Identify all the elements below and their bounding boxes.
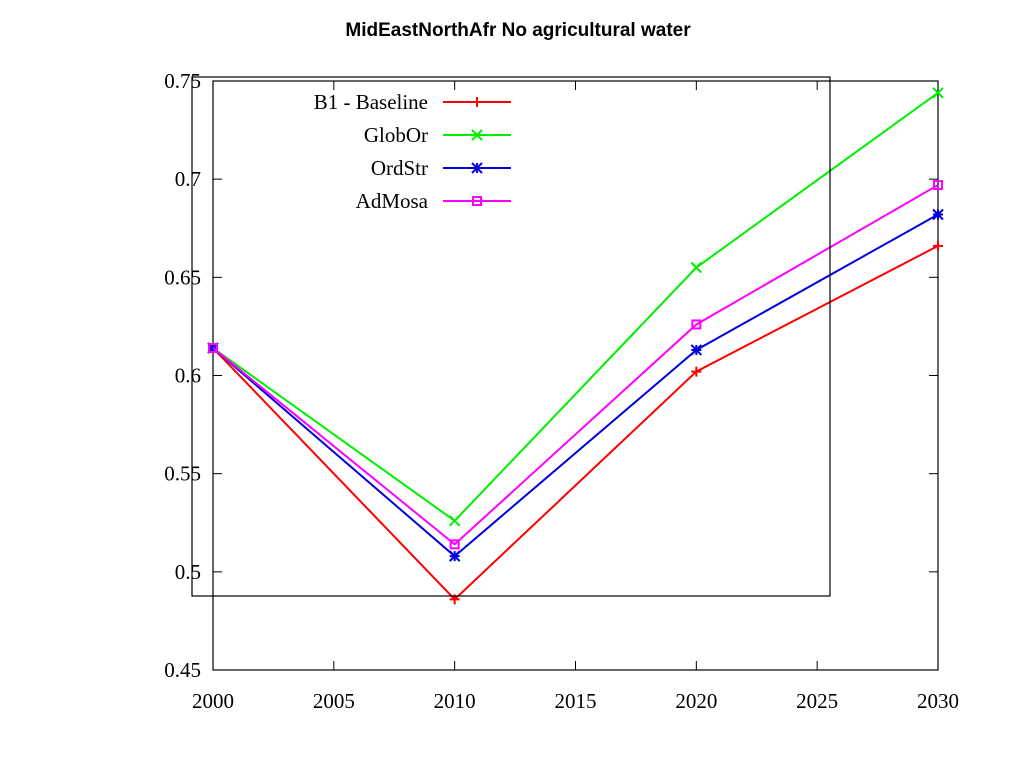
y-tick-label: 0.5	[175, 560, 201, 584]
x-tick-label: 2010	[434, 689, 476, 713]
data-point	[448, 550, 461, 562]
legend-marker	[472, 196, 482, 206]
axes: 0.45 0.5 0.55 0.6 0.65 0.7 0.75 2000 2005 2010 201…	[164, 69, 959, 713]
y-tick-label: 0.65	[164, 265, 201, 289]
y-tick-label: 0.55	[164, 462, 201, 486]
legend-marker	[472, 97, 482, 107]
legend-label: AdMosa	[356, 189, 429, 213]
x-tick-label: 2005	[313, 689, 355, 713]
series-3	[207, 208, 944, 562]
x-tick-label: 2020	[675, 689, 717, 713]
legend-label: OrdStr	[371, 156, 428, 180]
x-tick-label: 2000	[192, 689, 234, 713]
data-point	[932, 208, 944, 221]
x-tick-label: 2030	[917, 689, 959, 713]
legend-label: B1 - Baseline	[314, 90, 428, 114]
y-tick-label: 0.45	[164, 658, 201, 682]
data-point	[449, 539, 460, 550]
data-point	[691, 319, 702, 330]
series-4	[208, 180, 943, 550]
legend-box	[191, 76, 831, 597]
legend-marker	[471, 162, 483, 174]
chart-title: MidEastNorthAfr No agricultural water	[345, 20, 691, 41]
data-point	[448, 515, 461, 527]
data-point	[690, 344, 703, 356]
x-tick-label: 2015	[555, 689, 597, 713]
data-point	[690, 261, 703, 274]
data-point	[933, 180, 943, 191]
legend: B1 - Baseline GlobOr OrdStr AdMosa	[191, 76, 831, 597]
y-tick-label: 0.6	[175, 364, 201, 388]
data-point	[691, 366, 702, 377]
y-tick-label: 0.7	[175, 167, 201, 191]
y-tick-label: 0.75	[164, 69, 201, 93]
series-lines	[207, 87, 944, 605]
series-line	[212, 91, 939, 523]
series-line	[212, 245, 939, 601]
data-point	[933, 240, 943, 251]
series-2	[207, 87, 944, 527]
x-tick-label: 2025	[796, 689, 838, 713]
series-line	[212, 213, 939, 558]
series-line	[212, 184, 939, 546]
data-point	[208, 343, 218, 354]
plot-border	[212, 80, 939, 671]
legend-marker	[471, 129, 483, 141]
legend-label: GlobOr	[364, 123, 428, 147]
data-point	[207, 342, 219, 354]
data-point	[932, 87, 944, 99]
